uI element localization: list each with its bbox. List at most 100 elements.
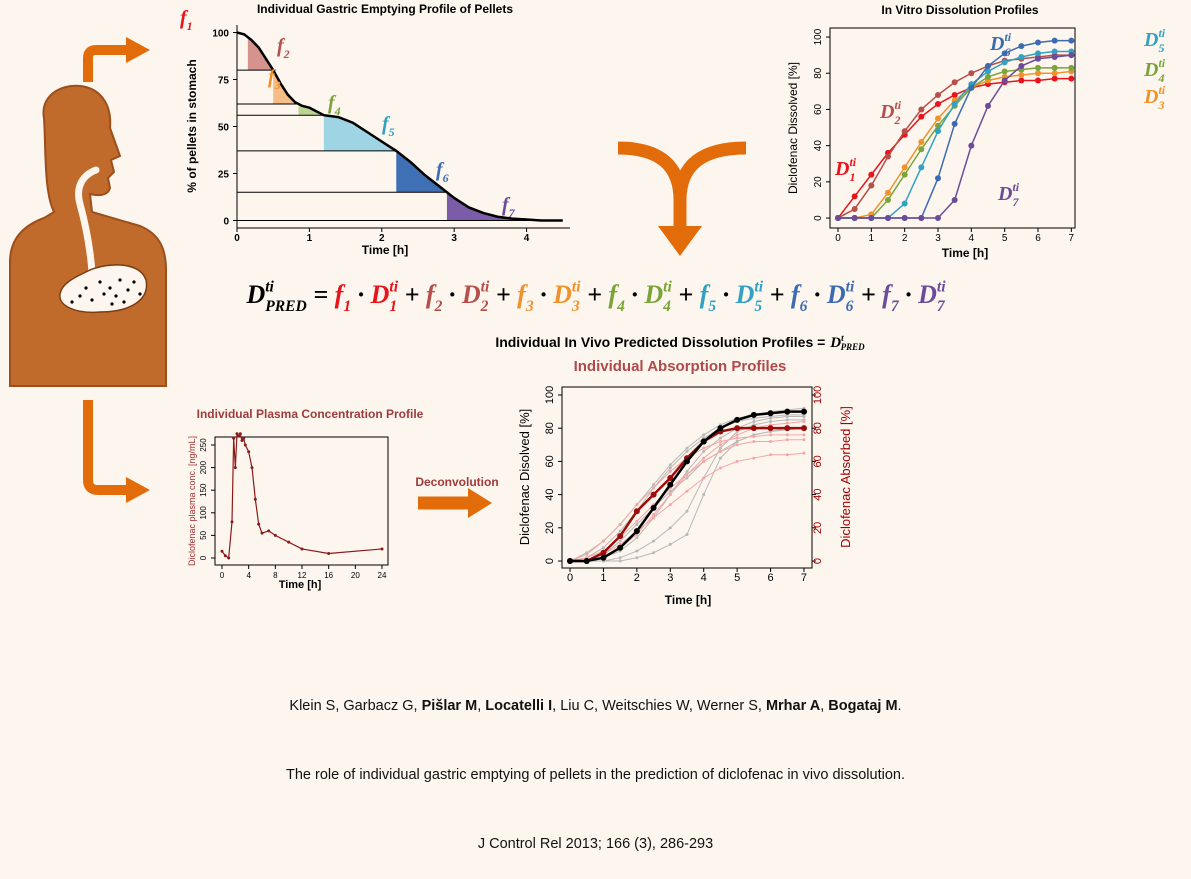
series-line	[838, 50, 1072, 219]
annotation: Dti 4	[1143, 56, 1166, 85]
data-point	[985, 73, 991, 80]
data-point	[617, 533, 624, 540]
superscript: ti	[894, 98, 901, 112]
data-point	[734, 416, 741, 423]
stomach	[59, 264, 148, 314]
data-point	[635, 556, 639, 560]
x-axis-label: Time [h]	[942, 246, 988, 260]
symbol: D	[735, 280, 755, 309]
y-axis-label: Diclofenac Disolved [%]	[517, 409, 532, 546]
data-point	[668, 542, 672, 546]
data-point	[1051, 48, 1058, 55]
subscript: 2	[434, 298, 443, 315]
graphical-abstract: Deconvolution 0 1 2 3 40255075100Individual …	[9, 2, 1166, 607]
y-tick-label: 100	[212, 29, 229, 40]
data-point	[769, 433, 773, 437]
symbol: f	[700, 280, 711, 309]
data-point	[223, 554, 227, 558]
symbol: f	[180, 7, 189, 29]
data-point	[717, 425, 724, 432]
data-point	[868, 182, 875, 189]
operator: +	[861, 280, 876, 309]
x-tick-label: 0	[567, 572, 573, 584]
symbol: f	[791, 280, 802, 309]
data-point	[668, 469, 672, 473]
data-point	[668, 503, 672, 507]
data-point	[273, 533, 277, 537]
arrow-head	[126, 37, 150, 63]
data-point	[1001, 59, 1008, 66]
data-point	[802, 415, 806, 419]
y-tick-label: 75	[218, 76, 230, 87]
pellets	[70, 278, 142, 306]
y2-tick-label: 40	[812, 488, 824, 500]
y-tick-label: 100	[544, 386, 556, 404]
data-point	[1051, 70, 1058, 77]
subscript: 5	[389, 125, 395, 139]
symbol: f	[268, 66, 277, 88]
data-point	[1051, 37, 1058, 44]
annotation: f1	[180, 7, 193, 33]
y-tick-label: 40	[544, 488, 556, 500]
x-tick-label: 0	[234, 233, 240, 244]
superscript: ti	[389, 278, 398, 295]
data-point	[650, 504, 657, 511]
data-point	[1018, 53, 1025, 60]
data-point	[935, 175, 941, 182]
data-point	[600, 554, 607, 561]
symbol: f	[426, 280, 437, 309]
data-point	[300, 547, 304, 551]
data-point	[718, 439, 722, 443]
data-point	[718, 436, 722, 440]
operator: ·	[358, 280, 365, 309]
data-point	[1035, 70, 1041, 77]
operator: ·	[723, 280, 730, 309]
subscript: 7	[509, 206, 516, 220]
esophagus	[75, 166, 100, 276]
y-tick-label: 60	[813, 103, 824, 115]
subscript: 2	[480, 298, 489, 315]
x-tick-label: 12	[298, 571, 307, 580]
y2-tick-label: 100	[812, 386, 824, 404]
data-point	[835, 215, 841, 222]
data-point	[702, 459, 706, 463]
x-tick-label: 5	[1002, 233, 1008, 244]
operator: +	[678, 280, 693, 309]
subscript: 1	[849, 170, 855, 184]
data-point	[702, 493, 706, 497]
data-point	[985, 102, 991, 109]
subscript: 3	[571, 298, 580, 315]
data-point	[885, 196, 891, 203]
symbol: f	[608, 280, 619, 309]
symbol: D	[917, 280, 937, 309]
data-point	[918, 113, 925, 120]
y-axis-label: % of pellets in stomach	[185, 59, 199, 192]
symbol: D	[826, 280, 846, 309]
annotation: Dti 3	[1143, 83, 1166, 112]
superscript: ti	[1158, 26, 1165, 40]
data-point	[785, 421, 789, 425]
data-point	[227, 556, 231, 560]
data-point	[735, 459, 739, 463]
data-point	[1001, 50, 1008, 57]
data-point	[287, 540, 291, 544]
human-silhouette	[9, 84, 167, 387]
y-tick-label: 80	[813, 67, 824, 79]
arrow-head	[468, 488, 492, 518]
subscript: 3	[274, 78, 281, 92]
data-point	[601, 546, 605, 550]
superscript: ti	[481, 278, 490, 295]
x-tick-label: 8	[273, 571, 278, 580]
data-point	[652, 551, 656, 555]
symbol: D	[1143, 59, 1158, 81]
data-point	[635, 503, 639, 507]
subscript: 1	[389, 298, 397, 315]
data-point	[752, 434, 756, 438]
data-point	[667, 481, 674, 488]
symbol: D	[643, 280, 663, 309]
data-point	[220, 549, 224, 553]
data-point	[652, 483, 656, 487]
data-point	[735, 439, 739, 443]
data-point	[652, 513, 656, 517]
y2-tick-label: 0	[812, 558, 824, 564]
